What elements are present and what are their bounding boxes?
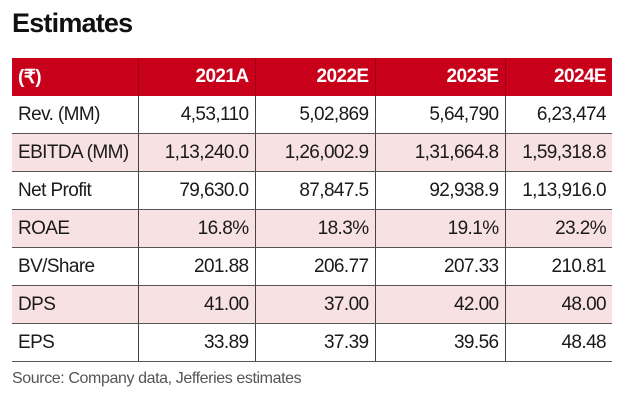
table-row: Net Profit 79,630.0 87,847.5 92,938.9 1,13,9… (12, 171, 612, 210)
table-cell: 48.48 (504, 323, 612, 362)
row-label: EBITDA (MM) (12, 133, 138, 172)
table-cell: 37.39 (254, 323, 375, 362)
table-cell: 210.81 (504, 247, 612, 286)
table-cell: 6,23,474 (504, 96, 612, 134)
table-cell: 1,26,002.9 (254, 133, 375, 172)
estimates-table: (₹) 2021A 2022E 2023E 2024E Rev. (MM) 4,5… (12, 58, 612, 362)
row-label: EPS (12, 323, 138, 362)
table-cell: 39.56 (374, 323, 505, 362)
table-header-row: (₹) 2021A 2022E 2023E 2024E (12, 58, 612, 96)
table-cell: 92,938.9 (374, 171, 505, 210)
header-2021a: 2021A (137, 58, 255, 96)
page-title: Estimates (12, 8, 133, 38)
table-cell: 42.00 (374, 285, 505, 324)
table-cell: 1,13,240.0 (137, 133, 255, 172)
table-cell: 37.00 (254, 285, 375, 324)
header-currency: (₹) (12, 58, 138, 96)
table-cell: 16.8% (137, 209, 255, 248)
table-row: ROAE 16.8% 18.3% 19.1% 23.2% (12, 209, 612, 248)
table-cell: 41.00 (137, 285, 255, 324)
table-row: BV/Share 201.88 206.77 207.33 210.81 (12, 247, 612, 286)
header-2022e: 2022E (254, 58, 375, 96)
table-cell: 87,847.5 (254, 171, 375, 210)
table-cell: 201.88 (137, 247, 255, 286)
table-cell: 5,64,790 (374, 96, 505, 134)
table-row: Rev. (MM) 4,53,110 5,02,869 5,64,790 6,23,47… (12, 96, 612, 134)
header-2023e: 2023E (374, 58, 505, 96)
table-cell: 79,630.0 (137, 171, 255, 210)
table-cell: 4,53,110 (137, 96, 255, 134)
row-label: Rev. (MM) (12, 96, 138, 134)
row-label: Net Profit (12, 171, 138, 210)
row-label: BV/Share (12, 247, 138, 286)
table-cell: 207.33 (374, 247, 505, 286)
table-cell: 18.3% (254, 209, 375, 248)
table-cell: 1,13,916.0 (504, 171, 612, 210)
table-cell: 206.77 (254, 247, 375, 286)
table-row: EPS 33.89 37.39 39.56 48.48 (12, 323, 612, 362)
table-row: DPS 41.00 37.00 42.00 48.00 (12, 285, 612, 324)
row-label: DPS (12, 285, 138, 324)
table-cell: 5,02,869 (254, 96, 375, 134)
table-row: EBITDA (MM) 1,13,240.0 1,26,002.9 1,31,664.… (12, 133, 612, 172)
table-cell: 48.00 (504, 285, 612, 324)
table-cell: 33.89 (137, 323, 255, 362)
table-cell: 23.2% (504, 209, 612, 248)
table-cell: 1,31,664.8 (374, 133, 505, 172)
row-label: ROAE (12, 209, 138, 248)
table-cell: 1,59,318.8 (504, 133, 612, 172)
source-note: Source: Company data, Jefferies estimate… (12, 370, 302, 387)
table-cell: 19.1% (374, 209, 505, 248)
header-2024e: 2024E (504, 58, 612, 96)
